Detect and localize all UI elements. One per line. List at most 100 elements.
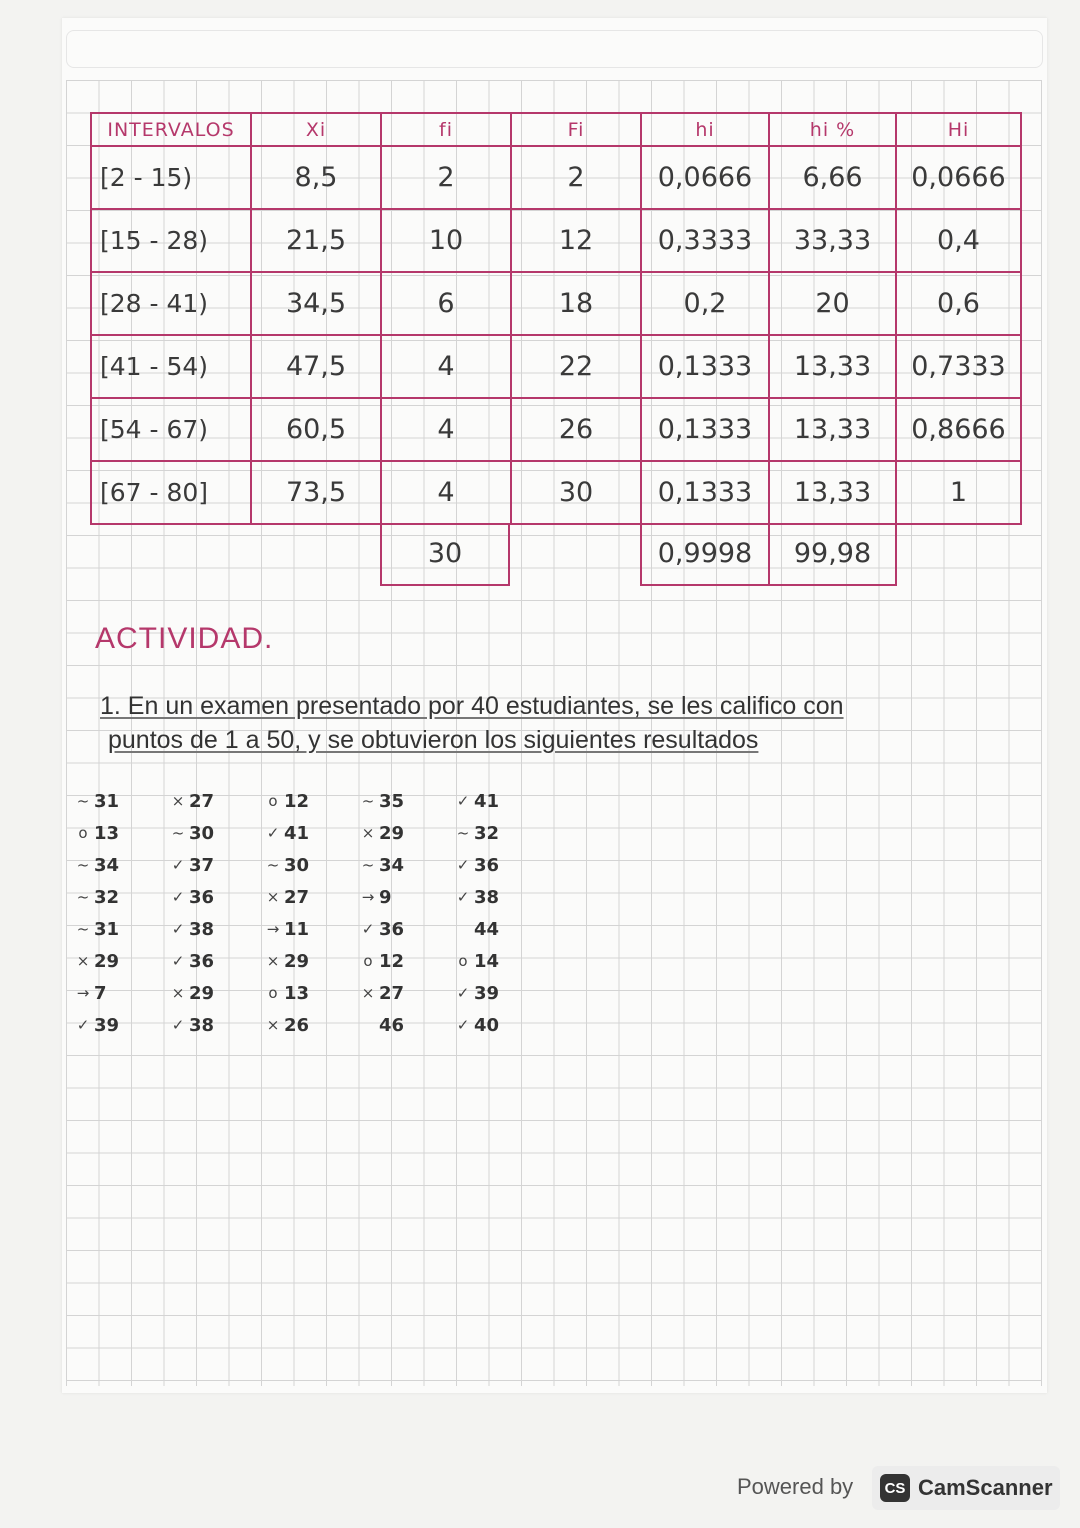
cell-fi-cumulative: 12 xyxy=(510,208,642,273)
result-cell: ✓ 38 xyxy=(167,1009,262,1041)
result-value: 38 xyxy=(189,918,215,940)
result-value: 44 xyxy=(474,918,500,940)
result-value: 36 xyxy=(474,854,500,876)
cell-hi-cumulative: 0,7333 xyxy=(895,334,1022,399)
result-cell: ~32 xyxy=(452,817,547,849)
result-cell: ~34 xyxy=(72,849,167,881)
result-cell: ✓ 40 xyxy=(452,1009,547,1041)
result-cell: ✓ 39 xyxy=(72,1009,167,1041)
result-cell: × 29 xyxy=(72,945,167,977)
cell-xi: 34,5 xyxy=(250,271,382,336)
result-mark: → xyxy=(266,920,280,938)
result-mark: ✓ xyxy=(171,856,185,874)
result-cell: ✓ 36 xyxy=(167,881,262,913)
result-value: 29 xyxy=(189,982,215,1004)
header-fi-absolute: fi xyxy=(380,112,512,147)
result-value: 30 xyxy=(189,822,215,844)
cell-interval: [15 - 28) xyxy=(90,208,252,273)
result-cell: → 7 xyxy=(72,977,167,1009)
header-hi-percent: hi % xyxy=(768,112,897,147)
result-cell: o 13 xyxy=(262,977,357,1009)
result-cell: ~30 xyxy=(167,817,262,849)
table-row: [54 - 67) 60,5 4 26 0,1333 13,33 0,8666 xyxy=(90,397,1022,462)
result-mark: ✓ xyxy=(171,952,185,970)
result-value: 14 xyxy=(474,950,500,972)
header-hi: hi xyxy=(640,112,770,147)
result-value: 13 xyxy=(284,982,310,1004)
result-mark: ✓ xyxy=(171,920,185,938)
result-mark: ~ xyxy=(76,856,90,874)
result-mark: ✓ xyxy=(456,792,470,810)
result-mark: ~ xyxy=(171,824,185,842)
cell-hi: 0,1333 xyxy=(640,397,770,462)
result-value: 36 xyxy=(189,886,215,908)
result-cell: → 9 xyxy=(357,881,452,913)
cell-interval: [41 - 54) xyxy=(90,334,252,399)
result-value: 39 xyxy=(94,1014,120,1036)
result-mark: × xyxy=(266,888,280,906)
result-value: 36 xyxy=(189,950,215,972)
cell-xi: 73,5 xyxy=(250,460,382,525)
cell-hi-percent: 13,33 xyxy=(768,334,897,399)
result-value: 31 xyxy=(94,918,120,940)
header-fi-cumulative: Fi xyxy=(510,112,642,147)
result-cell: ~35 xyxy=(357,785,452,817)
result-value: 31 xyxy=(94,790,120,812)
result-mark: o xyxy=(268,792,278,810)
result-mark: ~ xyxy=(76,792,90,810)
result-mark: ✓ xyxy=(456,856,470,874)
table-row: [2 - 15) 8,5 2 2 0,0666 6,66 0,0666 xyxy=(90,145,1022,210)
frequency-table: INTERVALOS Xi fi Fi hi hi % Hi [2 - 15) 8,5 2 2 0,… xyxy=(90,112,1022,525)
result-mark: → xyxy=(361,888,375,906)
cell-hi-cumulative: 0,8666 xyxy=(895,397,1022,462)
result-value: 46 xyxy=(379,1014,405,1036)
cell-interval: [67 - 80] xyxy=(90,460,252,525)
activity-title: ACTIVIDAD. xyxy=(95,622,274,655)
cell-hi: 0,1333 xyxy=(640,334,770,399)
cell-hi: 0,0666 xyxy=(640,145,770,210)
cell-fi-cumulative: 18 xyxy=(510,271,642,336)
cell-fi-cumulative: 26 xyxy=(510,397,642,462)
table-row: [28 - 41) 34,5 6 18 0,2 20 0,6 xyxy=(90,271,1022,336)
result-value: 40 xyxy=(474,1014,500,1036)
result-mark: o xyxy=(458,952,468,970)
result-cell: × 29 xyxy=(167,977,262,1009)
result-mark: o xyxy=(78,824,88,842)
result-mark: ~ xyxy=(361,856,375,874)
result-value: 36 xyxy=(379,918,405,940)
result-value: 27 xyxy=(189,790,215,812)
table-row: [15 - 28) 21,5 10 12 0,3333 33,33 0,4 xyxy=(90,208,1022,273)
result-mark: × xyxy=(171,792,185,810)
result-value: 29 xyxy=(284,950,310,972)
result-cell: × 26 xyxy=(262,1009,357,1041)
result-cell: ✓ 38 xyxy=(167,913,262,945)
result-cell: ~32 xyxy=(72,881,167,913)
result-mark: ✓ xyxy=(266,824,280,842)
result-value: 27 xyxy=(284,886,310,908)
result-value: 29 xyxy=(379,822,405,844)
result-value: 34 xyxy=(379,854,405,876)
activity-statement-line-1: 1. En un examen presentado por 40 estudi… xyxy=(100,692,844,720)
result-value: 34 xyxy=(94,854,120,876)
result-mark: × xyxy=(266,1016,280,1034)
result-mark: → xyxy=(76,984,90,1002)
cell-hi-cumulative: 0,6 xyxy=(895,271,1022,336)
result-mark: o xyxy=(363,952,373,970)
cell-fi-absolute: 10 xyxy=(380,208,512,273)
result-cell: ✓ 36 xyxy=(357,913,452,945)
header-intervalos: INTERVALOS xyxy=(90,112,252,147)
result-mark: ✓ xyxy=(171,1016,185,1034)
result-value: 12 xyxy=(284,790,310,812)
result-cell: ✓ 39 xyxy=(452,977,547,1009)
cell-hi-percent: 20 xyxy=(768,271,897,336)
cell-xi: 21,5 xyxy=(250,208,382,273)
camscanner-badge: CS CamScanner xyxy=(872,1466,1060,1510)
camscanner-brand: CamScanner xyxy=(918,1475,1053,1500)
result-cell: ✓ 41 xyxy=(262,817,357,849)
result-cell: o 12 xyxy=(262,785,357,817)
result-value: 30 xyxy=(284,854,310,876)
result-cell: ✓ 36 xyxy=(167,945,262,977)
cell-interval: [2 - 15) xyxy=(90,145,252,210)
result-value: 13 xyxy=(94,822,120,844)
cell-fi-cumulative: 2 xyxy=(510,145,642,210)
